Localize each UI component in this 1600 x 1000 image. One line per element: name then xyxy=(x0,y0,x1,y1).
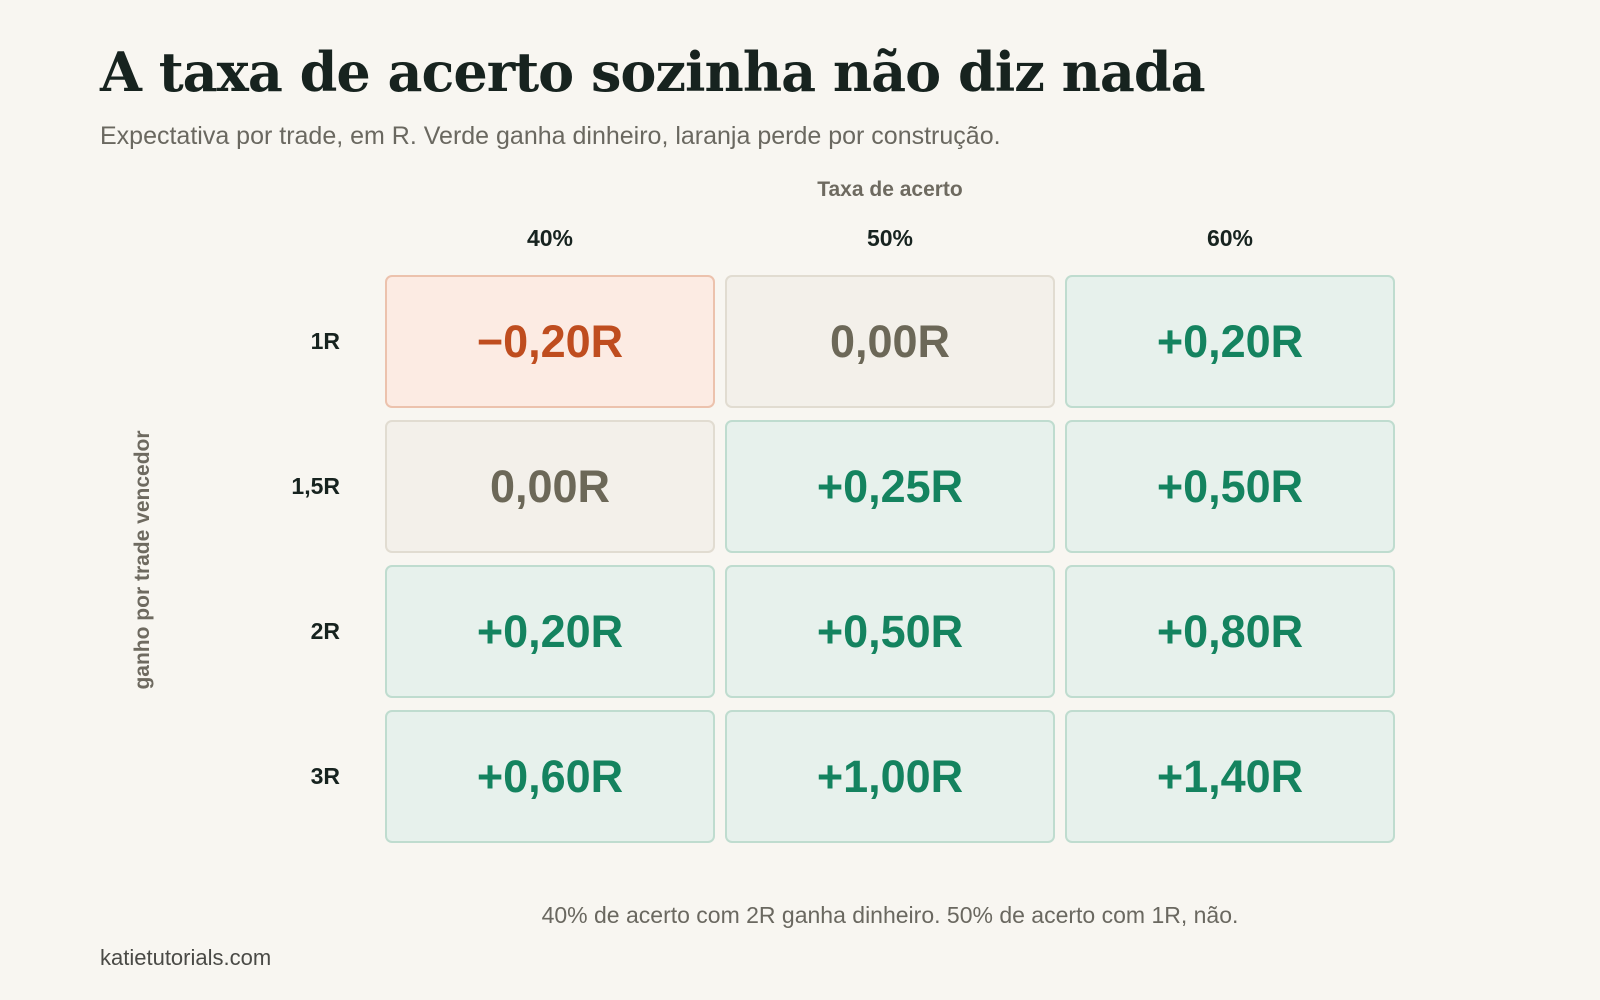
column-header: 60% xyxy=(1206,225,1254,251)
heatmap-cell: +0,20R xyxy=(385,565,715,698)
heatmap-cell: +0,60R xyxy=(385,710,715,843)
column-header: 50% xyxy=(866,225,914,251)
heatmap-cell: 0,00R xyxy=(725,275,1055,408)
row-header: 1R xyxy=(310,328,340,354)
y-axis-title: ganho por trade vencedor xyxy=(131,430,154,690)
heatmap-cell: +1,40R xyxy=(1065,710,1395,843)
row-header: 1,5R xyxy=(291,473,340,499)
row-header: 3R xyxy=(310,763,340,789)
heatmap-cell: +0,50R xyxy=(725,565,1055,698)
heatmap-cell: +0,80R xyxy=(1065,565,1395,698)
heatmap-cell: 0,00R xyxy=(385,420,715,553)
chart-subtitle: Expectativa por trade, em R. Verde ganha… xyxy=(100,122,1001,150)
heatmap-cell: +1,00R xyxy=(725,710,1055,843)
chart-title: A taxa de acerto sozinha não diz nada xyxy=(100,40,1206,104)
column-header: 40% xyxy=(526,225,574,251)
source-credit: katietutorials.com xyxy=(100,945,272,970)
footnote: 40% de acerto com 2R ganha dinheiro. 50%… xyxy=(541,902,1239,928)
heatmap-cell: +0,20R xyxy=(1065,275,1395,408)
x-axis-title: Taxa de acerto xyxy=(817,178,963,201)
heatmap-cell: −0,20R xyxy=(385,275,715,408)
heatmap-cell: +0,50R xyxy=(1065,420,1395,553)
row-header: 2R xyxy=(310,618,340,644)
heatmap-cell: +0,25R xyxy=(725,420,1055,553)
